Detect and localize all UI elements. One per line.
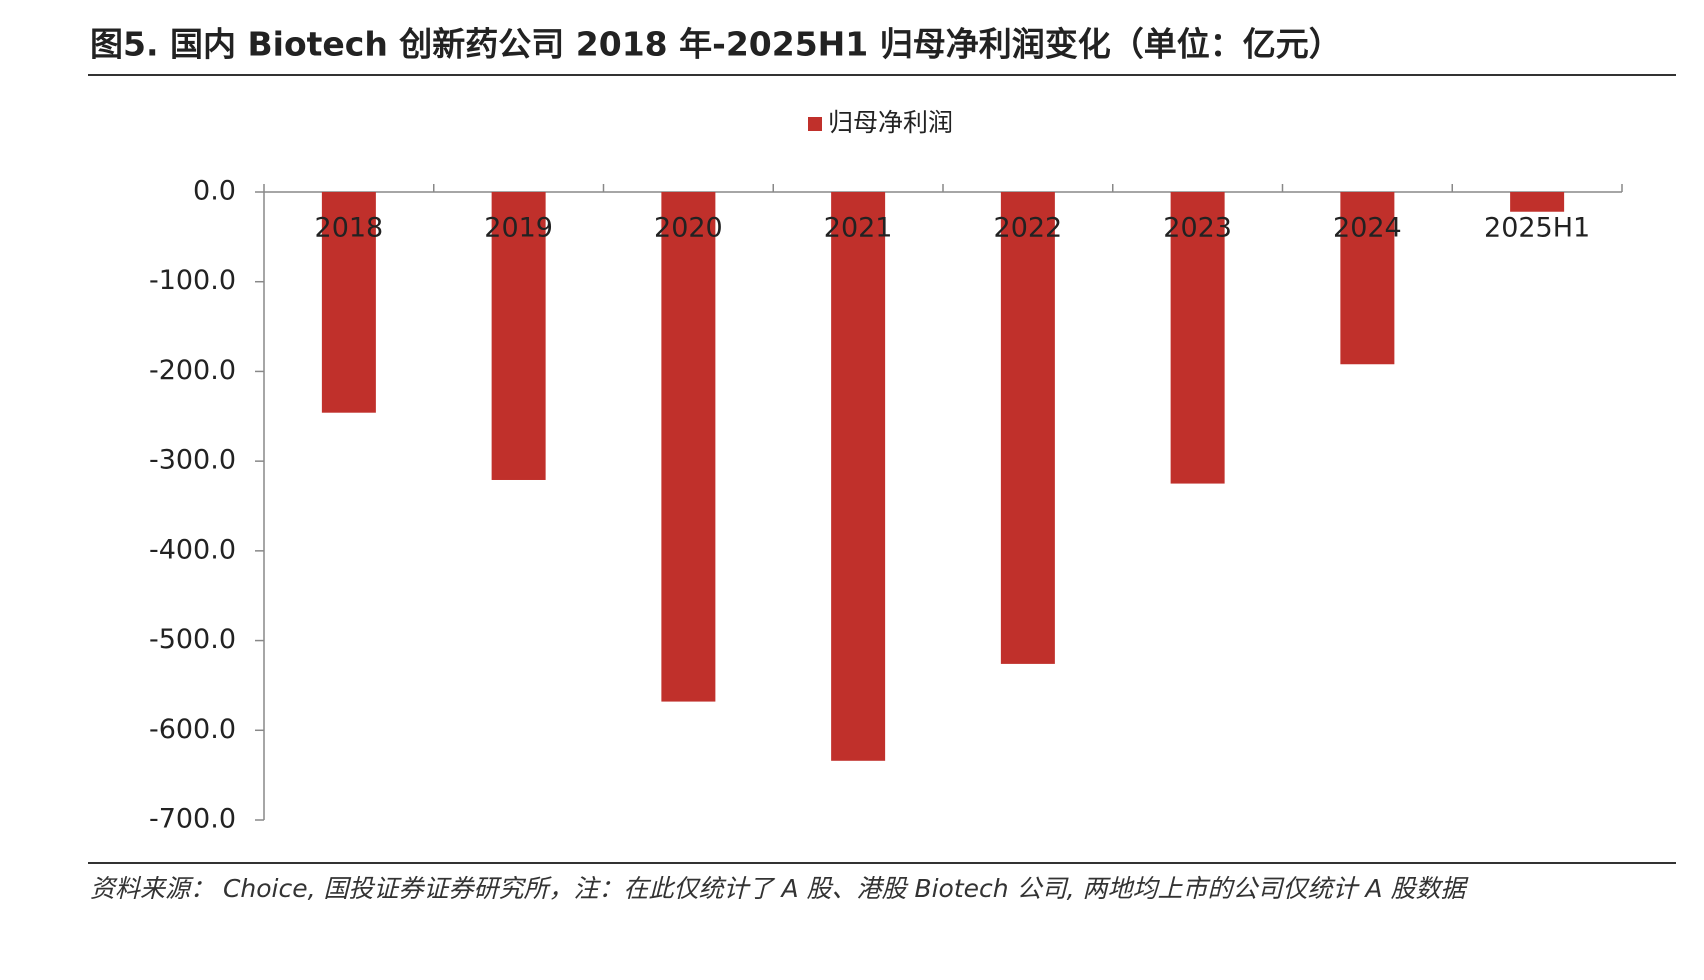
y-tick-label: -400.0 xyxy=(149,534,236,565)
x-tick-label: 2025H1 xyxy=(1484,213,1590,244)
bar xyxy=(321,192,376,413)
bar xyxy=(661,192,716,702)
bar xyxy=(491,192,546,480)
y-tick-label: -200.0 xyxy=(149,355,236,386)
y-tick-label: -500.0 xyxy=(149,624,236,655)
x-tick-label: 2018 xyxy=(315,213,384,244)
bar xyxy=(1340,192,1395,365)
bar xyxy=(831,192,886,761)
y-tick-label: -300.0 xyxy=(149,445,236,476)
chart-title: 图5. 国内 Biotech 创新药公司 2018 年-2025H1 归母净利润… xyxy=(90,25,1342,64)
x-tick-label: 2024 xyxy=(1333,213,1402,244)
bar xyxy=(1510,192,1565,212)
x-tick-label: 2019 xyxy=(484,213,553,244)
x-tick-label: 2020 xyxy=(654,213,723,244)
x-tick-label: 2022 xyxy=(994,213,1063,244)
y-tick-label: 0.0 xyxy=(193,176,236,207)
y-tick-label: -600.0 xyxy=(149,714,236,745)
y-tick-label: -100.0 xyxy=(149,265,236,296)
legend-swatch xyxy=(808,117,822,131)
x-tick-label: 2023 xyxy=(1163,213,1232,244)
source-note: 资料来源： Choice, 国投证券证券研究所，注：在此仅统计了 A 股、港股 … xyxy=(90,874,1466,903)
x-tick-label: 2021 xyxy=(824,213,893,244)
bar xyxy=(1170,192,1225,484)
bar xyxy=(1000,192,1055,664)
legend-label: 归母净利润 xyxy=(828,108,953,137)
y-tick-label: -700.0 xyxy=(149,804,236,835)
